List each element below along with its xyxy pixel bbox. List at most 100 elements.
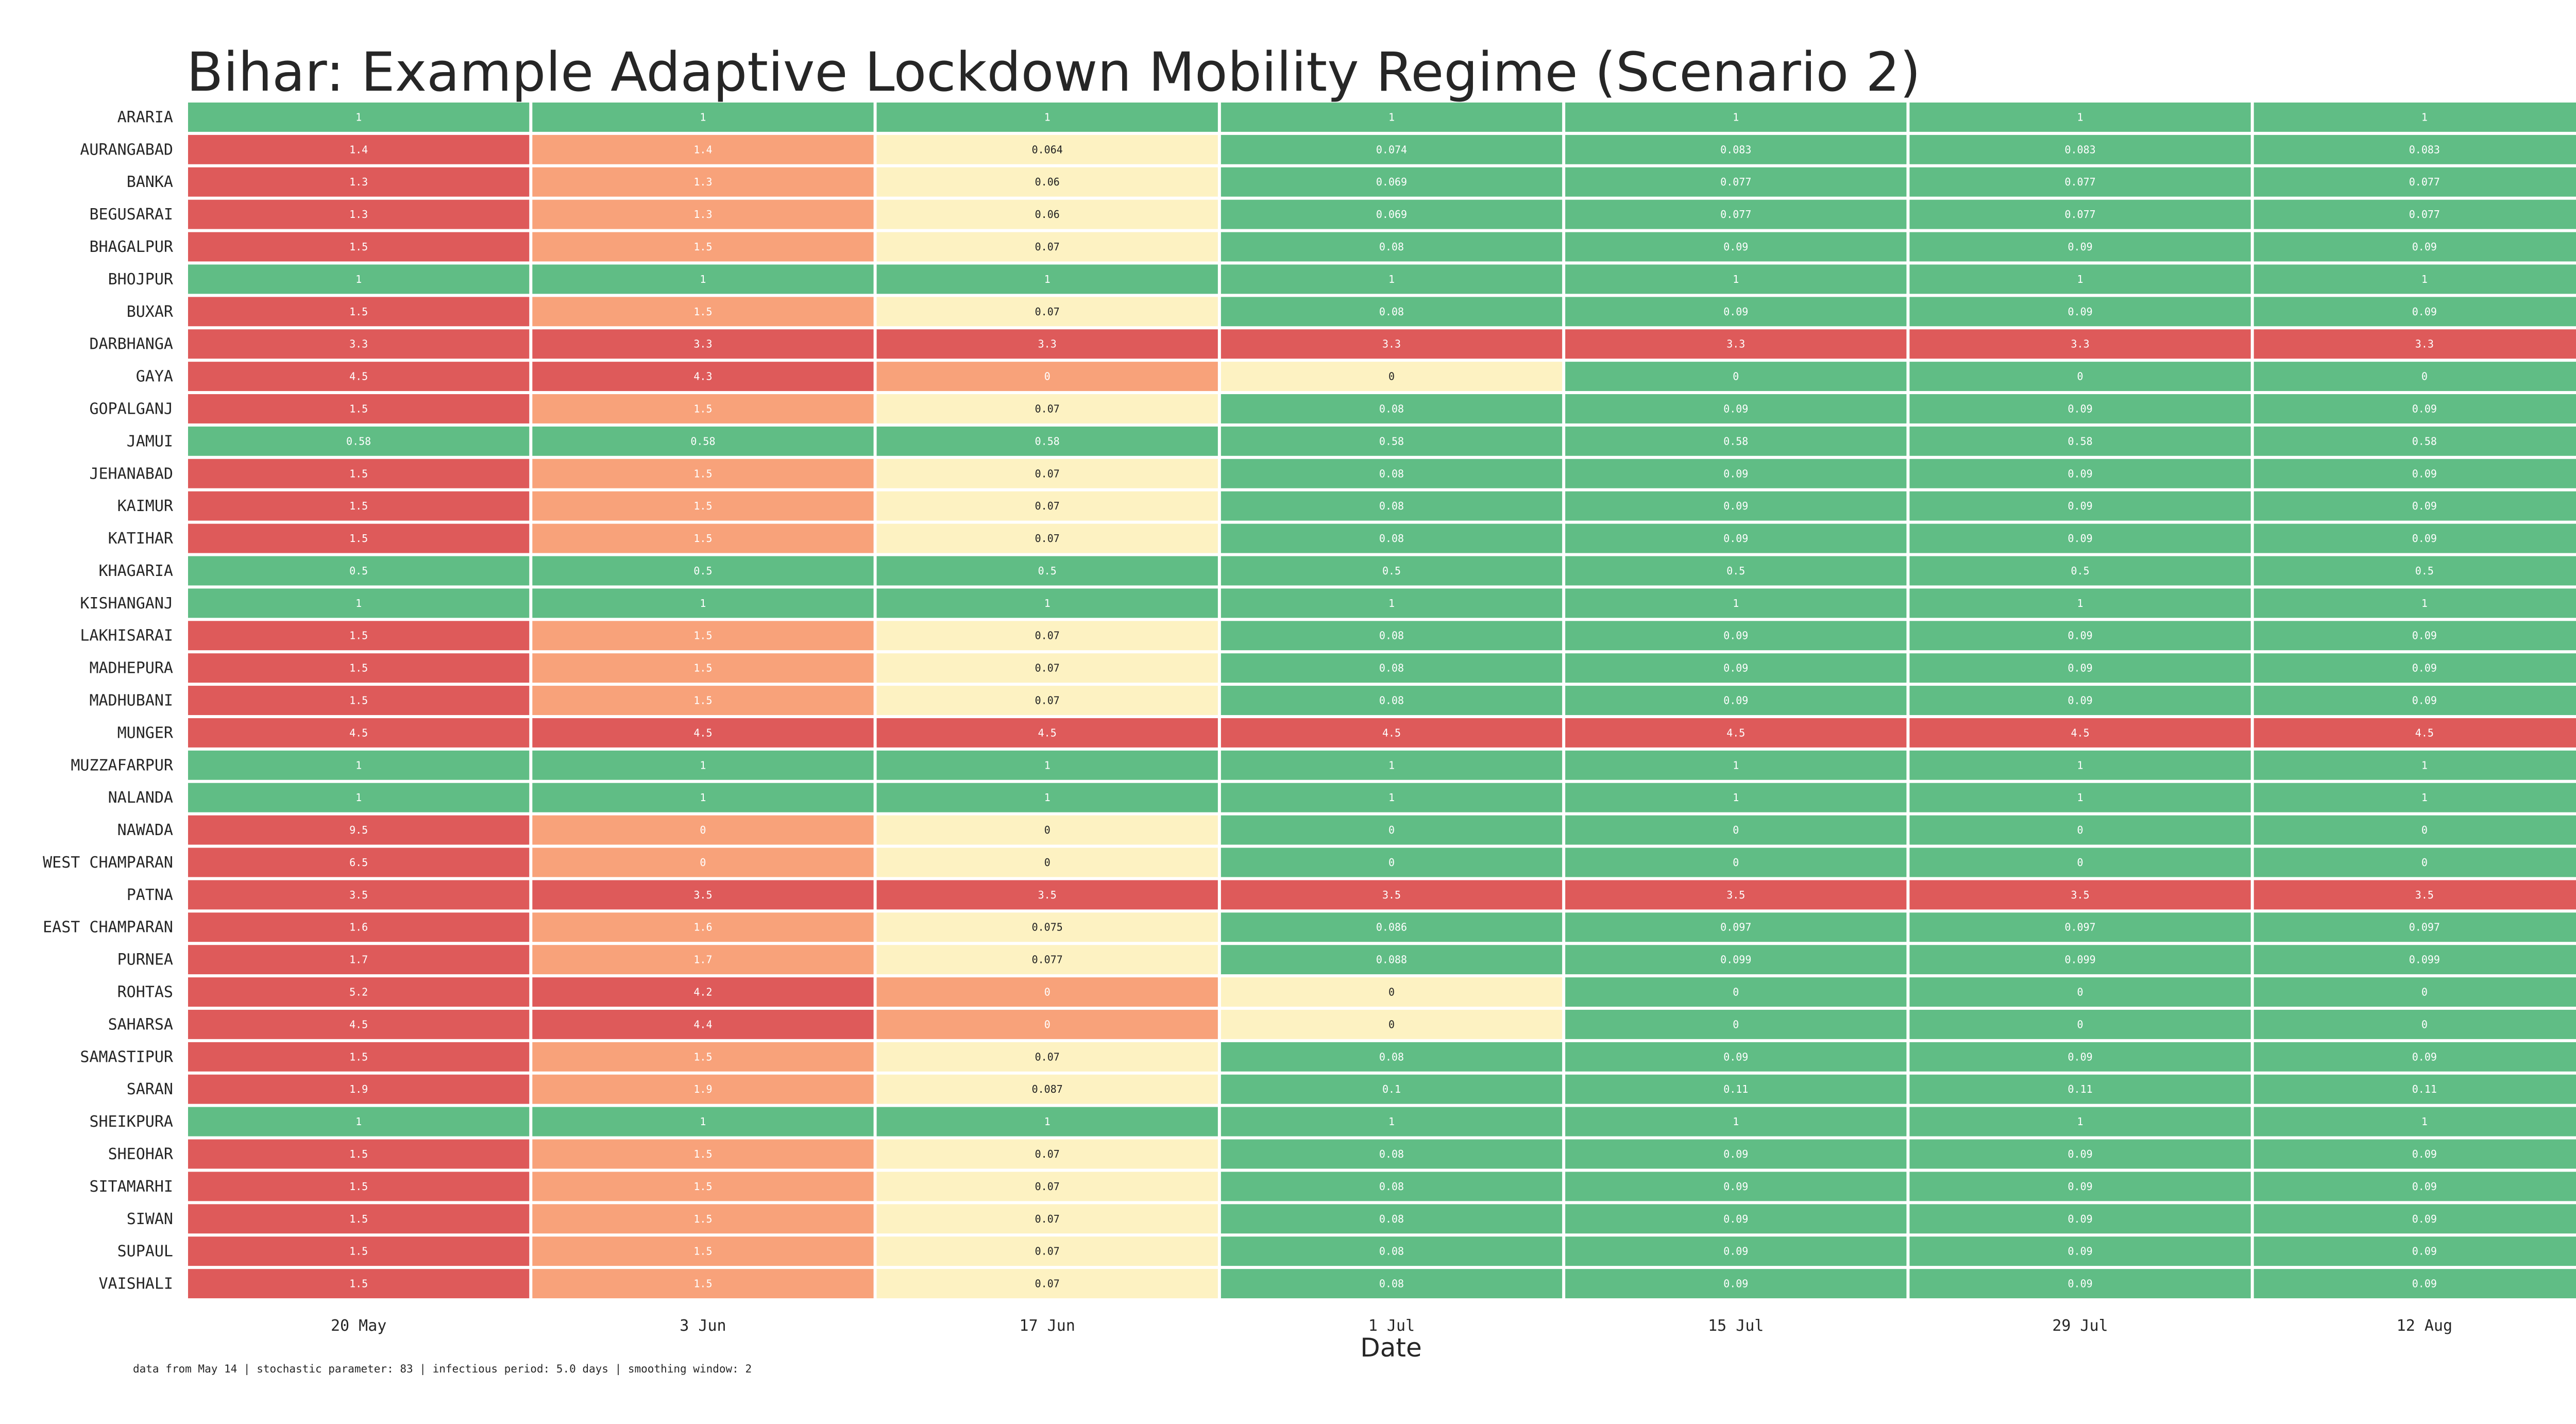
- cell-value-label: 0.09: [2067, 630, 2092, 642]
- cell-value-label: 0.09: [1723, 630, 1748, 642]
- heatmap-cell: [188, 394, 530, 423]
- cell-value-label: 1: [1388, 597, 1395, 609]
- heatmap-cell: [1221, 977, 1563, 1007]
- cell-value-label: 0.083: [2064, 143, 2095, 156]
- row-label: NAWADA: [117, 821, 173, 839]
- heatmap-cell: [532, 1269, 874, 1298]
- column-labels: 20 May 3 Jun 17 Jun 1 Jul 15 Jul 29 Jul 12 Aug: [331, 1317, 2452, 1335]
- heatmap-cell: [1909, 1107, 2251, 1137]
- cell-value-label: 3.3: [693, 338, 712, 350]
- cell-value-label: 1: [2421, 273, 2428, 285]
- cell-value-label: 0.09: [1723, 662, 1748, 674]
- heatmap-cell: [1565, 1009, 1907, 1039]
- cell-value-label: 0: [2421, 370, 2428, 383]
- heatmap-cell: [876, 1172, 1218, 1201]
- heatmap-cell: [1565, 491, 1907, 521]
- cell-value-label: 0.09: [1723, 500, 1748, 512]
- row-label: BHAGALPUR: [89, 238, 173, 256]
- heatmap-cell: [2253, 750, 2576, 780]
- heatmap-cell: [1909, 945, 2251, 975]
- heatmap-cell: [2253, 945, 2576, 975]
- cell-value-label: 0.09: [2412, 500, 2437, 512]
- cell-value-label: 1.5: [349, 1245, 368, 1258]
- cell-value-label: 0.06: [1035, 208, 1060, 221]
- cell-value-label: 0: [700, 824, 706, 836]
- heatmap-cell: [2253, 362, 2576, 392]
- heatmap-cell: [876, 977, 1218, 1007]
- heatmap-cell: [2253, 1074, 2576, 1104]
- heatmap-cell: [532, 815, 874, 845]
- heatmap-cell: [1909, 134, 2251, 164]
- heatmap-cell: [876, 1009, 1218, 1039]
- cell-value-label: 1: [2077, 1115, 2083, 1128]
- x-axis-label: Date: [1360, 1333, 1422, 1363]
- heatmap-cell: [532, 362, 874, 392]
- cell-value-label: 0.07: [1035, 662, 1060, 674]
- heatmap-cell: [532, 232, 874, 262]
- cell-value-label: 0: [1733, 370, 1739, 383]
- cell-value-label: 4.4: [693, 1018, 712, 1030]
- cell-value-label: 1.3: [693, 208, 712, 221]
- heatmap-cell: [1909, 264, 2251, 294]
- heatmap-cell: [1909, 362, 2251, 392]
- cell-value-label: 0.09: [1723, 532, 1748, 545]
- heatmap-cell: [2253, 912, 2576, 942]
- heatmap-cell: [532, 134, 874, 164]
- cell-value-label: 1: [355, 111, 362, 123]
- cell-value-label: 0.08: [1379, 1148, 1404, 1160]
- cell-value-label: 0.08: [1379, 241, 1404, 253]
- cell-value-label: 1.5: [693, 1213, 712, 1225]
- cell-value-label: 0.09: [2067, 1148, 2092, 1160]
- heatmap-cell: [876, 653, 1218, 683]
- heatmap-cell: [876, 556, 1218, 586]
- heatmap-cell: [532, 297, 874, 327]
- cell-value-label: 0.08: [1379, 467, 1404, 480]
- heatmap-cell: [2253, 491, 2576, 521]
- cell-value-label: 1.5: [349, 1213, 368, 1225]
- cell-value-label: 3.3: [349, 338, 368, 350]
- heatmap-cell: [1221, 1107, 1563, 1137]
- cell-value-label: 1.5: [349, 402, 368, 415]
- cell-value-label: 0.099: [1720, 954, 1751, 966]
- heatmap-cell: [876, 621, 1218, 651]
- cell-value-label: 1: [1044, 597, 1050, 609]
- heatmap-cell: [1221, 491, 1563, 521]
- row-label: PURNEA: [117, 951, 173, 969]
- cell-value-label: 0: [1044, 986, 1050, 998]
- cell-value-label: 1: [2421, 597, 2428, 609]
- cell-value-label: 0: [2421, 856, 2428, 869]
- heatmap-cell: [1221, 783, 1563, 812]
- cell-value-label: 1: [355, 759, 362, 771]
- cell-value-label: 4.2: [693, 986, 712, 998]
- heatmap-cell: [1565, 783, 1907, 812]
- heatmap-cell: [188, 847, 530, 877]
- cell-value-label: 0: [1388, 824, 1395, 836]
- cell-value-label: 1.5: [349, 500, 368, 512]
- cell-value-label: 0.07: [1035, 630, 1060, 642]
- cell-value-label: 3.3: [2071, 338, 2090, 350]
- cell-value-label: 0.09: [1723, 1278, 1748, 1290]
- heatmap-cell: [532, 1074, 874, 1104]
- heatmap-cell: [532, 1204, 874, 1234]
- cell-value-label: 0.09: [2412, 1213, 2437, 1225]
- heatmap-cell: [2253, 1107, 2576, 1137]
- heatmap-cell: [1565, 394, 1907, 423]
- cell-value-label: 1: [1733, 1115, 1739, 1128]
- cell-value-label: 1: [355, 597, 362, 609]
- heatmap-cell: [876, 588, 1218, 618]
- cell-value-label: 3.5: [2071, 889, 2090, 901]
- cell-value-label: 1.5: [349, 1278, 368, 1290]
- cell-value-label: 0.08: [1379, 500, 1404, 512]
- cell-value-label: 1: [1044, 791, 1050, 804]
- cell-value-label: 0.086: [1376, 921, 1407, 934]
- heatmap-cell: [532, 783, 874, 812]
- cell-value-label: 1.5: [349, 1180, 368, 1193]
- heatmap-cell: [876, 1204, 1218, 1234]
- cell-value-label: 5.2: [349, 986, 368, 998]
- heatmap-cell: [188, 556, 530, 586]
- heatmap-cell: [876, 167, 1218, 197]
- heatmap-cell: [2253, 103, 2576, 132]
- cell-value-label: 1: [1044, 1115, 1050, 1128]
- heatmap-cell: [188, 1107, 530, 1137]
- cell-value-label: 4.5: [2415, 726, 2434, 739]
